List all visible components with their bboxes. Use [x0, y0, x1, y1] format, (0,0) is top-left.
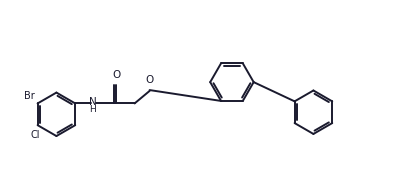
Text: Cl: Cl: [31, 130, 40, 140]
Text: O: O: [112, 70, 120, 80]
Text: O: O: [145, 75, 154, 85]
Text: N: N: [89, 97, 96, 107]
Text: H: H: [89, 105, 96, 114]
Text: Br: Br: [23, 91, 34, 101]
